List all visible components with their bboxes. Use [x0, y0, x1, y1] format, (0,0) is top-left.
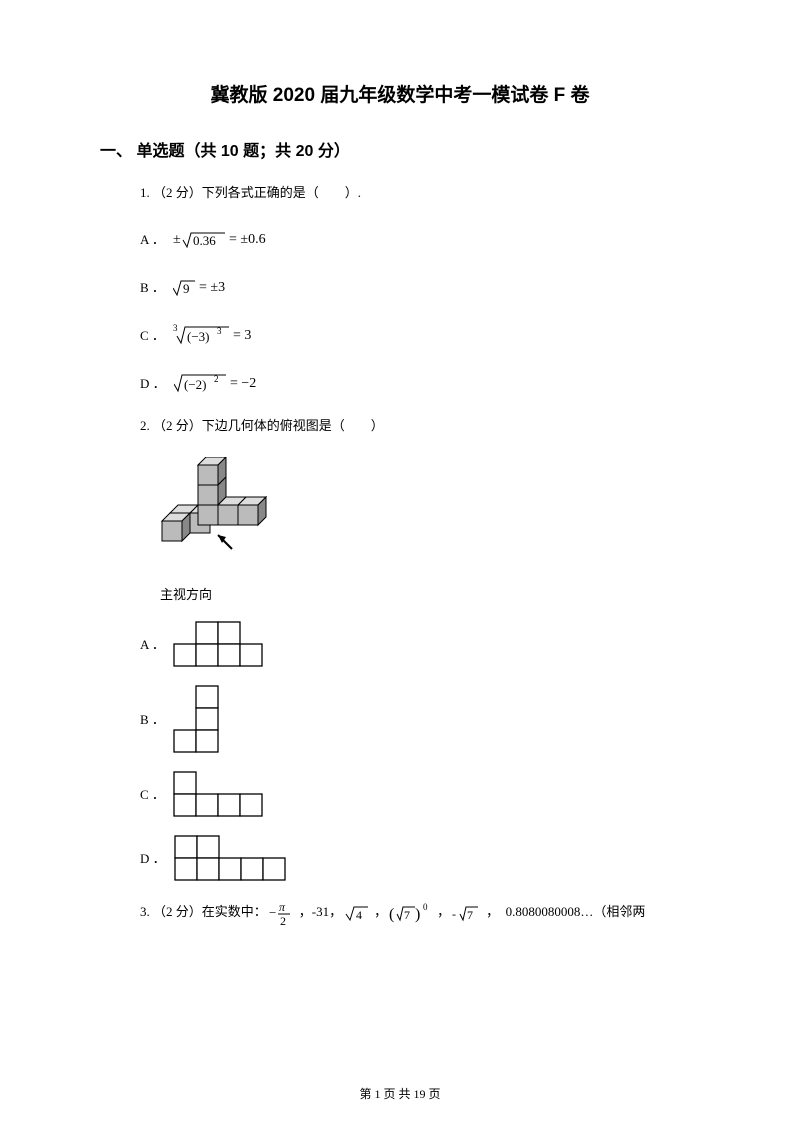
q3-p3: ， [374, 902, 387, 923]
svg-text:2: 2 [214, 374, 219, 384]
grid-b [173, 685, 219, 753]
option-label: D ． [140, 848, 166, 867]
q3-m4: - 7 [452, 903, 484, 923]
q2-stem: 2. （2 分）下边几何体的俯视图是（ ） [140, 416, 700, 437]
svg-text:(−2): (−2) [184, 377, 207, 392]
q2-option-a: A ． [140, 621, 700, 667]
svg-text:0: 0 [423, 902, 428, 912]
figure-caption: 主视方向 [160, 584, 700, 603]
svg-text:4: 4 [356, 908, 362, 922]
formula-c: 3 (−3) 3 = 3 [173, 321, 283, 349]
option-label: B ． [140, 277, 165, 296]
q3-p1: 3. （2 分）在实数中： [140, 902, 267, 923]
q2-option-c: C ． [140, 771, 700, 817]
formula-d: (−2) 2 = −2 [174, 369, 284, 397]
q3-m2: 4 [344, 903, 372, 923]
grid-a [173, 621, 263, 667]
q3-stem: 3. （2 分）在实数中： − π 2 ，-31， 4 ， ( 7 ) 0 ， … [140, 899, 700, 927]
svg-text:π: π [279, 900, 286, 914]
q1-option-c: C ． 3 (−3) 3 = 3 [140, 320, 700, 350]
svg-text:0.36: 0.36 [193, 233, 216, 248]
option-label: D ． [140, 373, 166, 392]
option-label: C ． [140, 784, 165, 803]
formula-b: 9 = ±3 [173, 275, 263, 299]
q2-figure: 主视方向 [140, 457, 700, 603]
svg-text:= ±3: = ±3 [199, 280, 225, 295]
grid-c [173, 771, 263, 817]
svg-text:7: 7 [467, 908, 473, 922]
q3-m3: ( 7 ) 0 [389, 901, 435, 925]
q3-p2: ，-31， [299, 902, 342, 923]
svg-text:2: 2 [280, 914, 286, 927]
isometric-solid [140, 457, 280, 577]
svg-text:= ±0.6: = ±0.6 [229, 232, 266, 247]
q1-option-a: A ． ± 0.36 = ±0.6 [140, 224, 700, 254]
q2-option-b: B ． [140, 685, 700, 753]
option-label: A ． [140, 634, 165, 653]
q2-option-d: D ． [140, 835, 700, 881]
exam-title: 冀教版 2020 届九年级数学中考一模试卷 F 卷 [100, 80, 700, 107]
q1-stem: 1. （2 分）下列各式正确的是（ ）. [140, 183, 700, 204]
q3-p5: ， 0.8080080008…（相邻两 [486, 902, 645, 923]
section-header: 一、 单选题（共 10 题；共 20 分） [100, 137, 700, 161]
q1-option-b: B ． 9 = ±3 [140, 272, 700, 302]
option-label: B ． [140, 709, 165, 728]
svg-text:= 3: = 3 [233, 328, 251, 343]
svg-text:(−3): (−3) [187, 329, 210, 344]
option-label: A ． [140, 229, 165, 248]
svg-text:3: 3 [173, 323, 178, 333]
svg-text:7: 7 [404, 908, 410, 922]
svg-text:= −2: = −2 [230, 376, 256, 391]
svg-text:): ) [415, 906, 420, 923]
svg-text:9: 9 [183, 281, 190, 296]
svg-text:3: 3 [217, 326, 222, 336]
formula-a: ± 0.36 = ±0.6 [173, 227, 303, 251]
svg-text:-: - [452, 907, 456, 921]
page-footer: 第 1 页 共 19 页 [0, 1085, 800, 1102]
q3-m1: − π 2 [269, 899, 297, 927]
svg-text:(: ( [389, 906, 394, 923]
q3-p4: ， [437, 902, 450, 923]
q1-option-d: D ． (−2) 2 = −2 [140, 368, 700, 398]
grid-d [174, 835, 286, 881]
option-label: C ． [140, 325, 165, 344]
svg-text:−: − [269, 905, 276, 920]
svg-text:±: ± [173, 232, 181, 247]
